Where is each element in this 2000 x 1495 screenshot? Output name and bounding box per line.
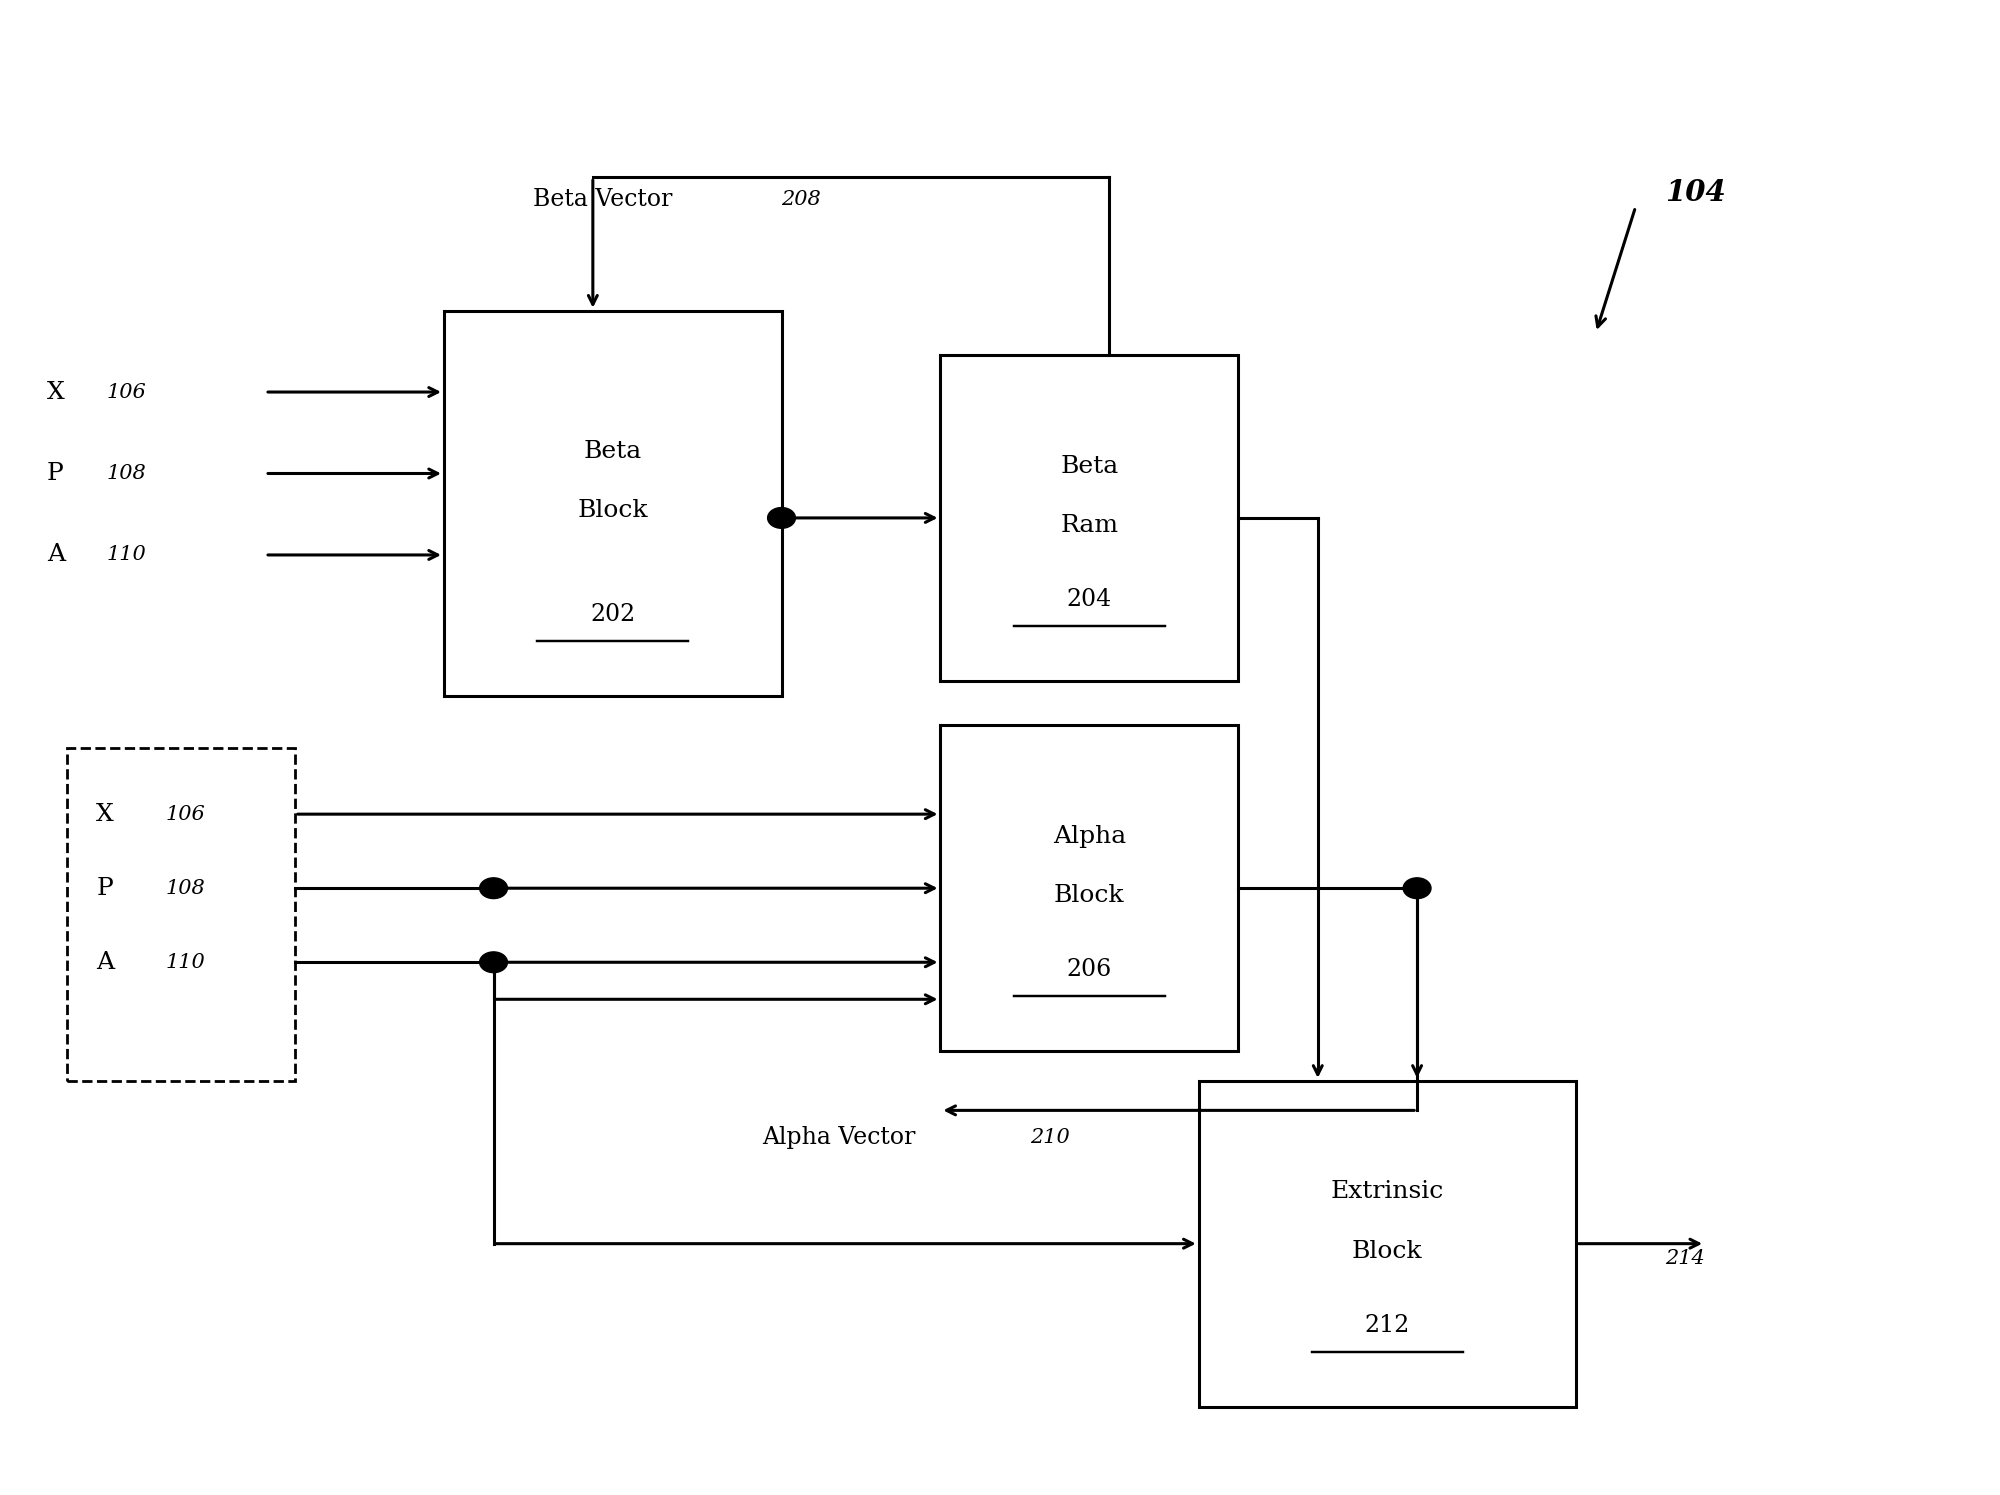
Text: 110: 110 — [166, 952, 206, 972]
Text: Beta: Beta — [1060, 454, 1118, 477]
Text: X: X — [96, 803, 114, 825]
Text: X: X — [46, 381, 64, 404]
Text: 106: 106 — [166, 804, 206, 824]
Text: 210: 210 — [1030, 1127, 1070, 1147]
Circle shape — [1404, 878, 1430, 898]
Text: 104: 104 — [1666, 178, 1726, 206]
Bar — [940, 354, 1238, 680]
Bar — [444, 311, 782, 695]
Text: A: A — [46, 544, 64, 567]
Text: P: P — [46, 462, 64, 484]
Text: 212: 212 — [1364, 1314, 1410, 1337]
Text: Alpha: Alpha — [1052, 825, 1126, 848]
Text: 214: 214 — [1666, 1248, 1706, 1268]
Text: 208: 208 — [782, 190, 822, 209]
Text: Beta Vector: Beta Vector — [534, 188, 672, 211]
Text: A: A — [96, 951, 114, 973]
Text: Block: Block — [1352, 1239, 1422, 1263]
Text: 204: 204 — [1066, 588, 1112, 611]
Text: P: P — [96, 876, 114, 900]
Bar — [1198, 1081, 1576, 1407]
Circle shape — [480, 878, 508, 898]
Text: 110: 110 — [106, 546, 146, 565]
Text: Block: Block — [1054, 884, 1124, 907]
Circle shape — [480, 952, 508, 973]
Bar — [66, 748, 294, 1081]
Text: Ram: Ram — [1060, 514, 1118, 537]
Text: Alpha Vector: Alpha Vector — [762, 1126, 916, 1148]
Bar — [940, 725, 1238, 1051]
Text: Block: Block — [578, 499, 648, 522]
Text: Beta: Beta — [584, 440, 642, 463]
Text: 108: 108 — [166, 879, 206, 897]
Circle shape — [768, 508, 796, 528]
Text: 202: 202 — [590, 602, 636, 626]
Text: 108: 108 — [106, 463, 146, 483]
Text: Extrinsic: Extrinsic — [1330, 1181, 1444, 1203]
Text: 206: 206 — [1066, 958, 1112, 981]
Text: 106: 106 — [106, 383, 146, 402]
